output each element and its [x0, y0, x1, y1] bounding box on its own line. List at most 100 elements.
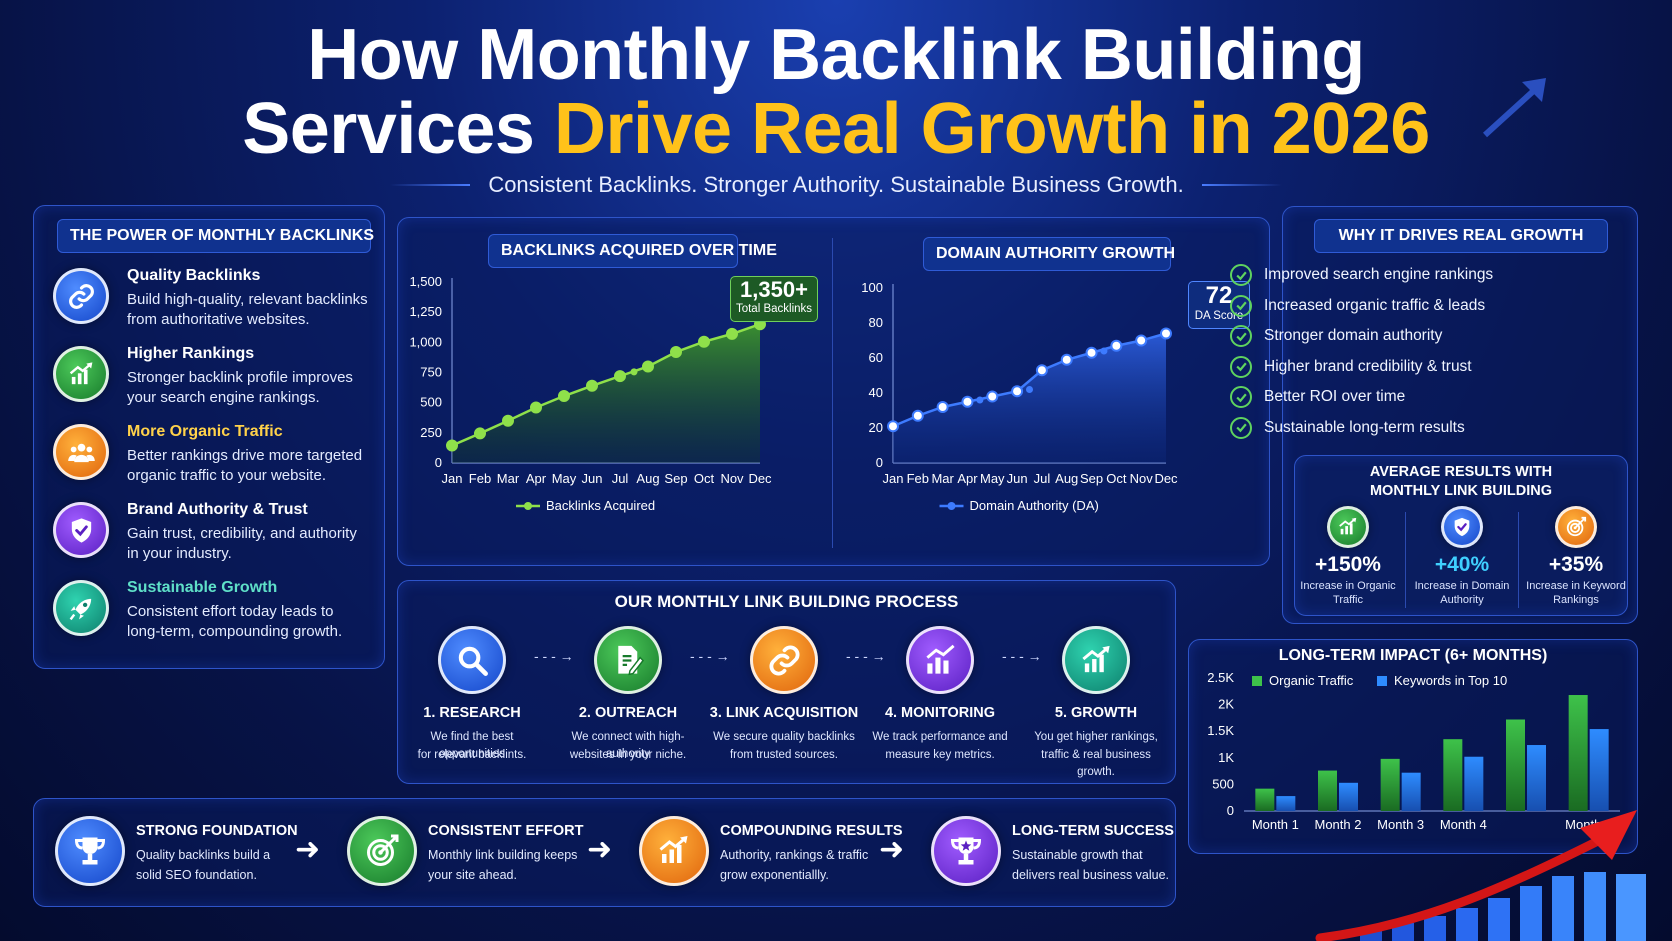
process-step-desc-2: websites in your niche.	[569, 749, 687, 761]
foundation-arrow: ➜	[879, 833, 905, 866]
legend-label: Domain Authority (DA)	[970, 498, 1099, 513]
series-area	[893, 333, 1166, 463]
process-step-title: 4. MONITORING	[884, 705, 996, 721]
da-score-value: 72	[1205, 282, 1233, 309]
foundation-desc-2: delivers real business value.	[1012, 868, 1170, 882]
data-point	[474, 427, 486, 440]
data-point	[887, 420, 899, 433]
trend-arrow-decoration	[1482, 78, 1546, 138]
y-tick-label: 250	[420, 425, 442, 440]
data-point	[502, 414, 514, 427]
foundation-desc-1: Sustainable growth that	[1012, 848, 1143, 862]
y-tick-label: 1,500	[409, 274, 442, 289]
x-tick-label: Oct	[1106, 471, 1127, 486]
data-point	[1060, 353, 1073, 366]
data-point	[530, 401, 542, 414]
foundation-title: COMPOUNDING RESULTS	[720, 823, 903, 839]
x-tick-label: Jun	[1007, 471, 1028, 486]
power-item-title: Brand Authority & Trust	[127, 501, 308, 518]
why-item: Improved search engine rankings	[1230, 264, 1493, 286]
x-tick-label: Sep	[664, 471, 687, 486]
why-item-text: Improved search engine rankings	[1264, 266, 1494, 283]
title-line-2: Services Drive Real Growth in 2026	[0, 92, 1672, 166]
document-edit-icon	[617, 645, 644, 675]
result-stat-label-2: Rankings	[1553, 594, 1599, 606]
bar-keywords-top10	[1527, 745, 1546, 811]
bar-organic-traffic	[1380, 758, 1400, 811]
bar-keywords-top10	[1339, 782, 1358, 811]
foundation-arrow: ➜	[295, 833, 321, 866]
why-item: Stronger domain authority	[1230, 325, 1442, 347]
legend-label: Keywords in Top 10	[1394, 673, 1507, 688]
y-tick-label: 100	[861, 280, 883, 295]
x-tick-label: Aug	[636, 471, 659, 486]
results-heading-line-2: MONTHLY LINK BUILDING	[1369, 483, 1553, 499]
subtitle: Consistent Backlinks. Stronger Authority…	[488, 172, 1184, 197]
x-tick-label: Apr	[526, 471, 547, 486]
process-arrow: - - - →	[690, 648, 730, 664]
chart-up-icon-badge	[53, 346, 109, 402]
why-item: Increased organic traffic & leads	[1230, 294, 1486, 317]
x-tick-label: Mar	[931, 471, 954, 486]
result-stat: +35% Increase in Keyword Rankings	[1523, 553, 1629, 607]
process-step-desc-1: We connect with high-authority	[571, 731, 685, 760]
foundation-arrow: ➜	[587, 833, 613, 866]
data-point-minor	[1026, 386, 1033, 393]
trophy-star-icon-badge	[931, 816, 1001, 886]
process-step-desc-2: for relevant backlints.	[417, 749, 527, 761]
legend-swatch	[1252, 676, 1262, 686]
bar-organic-traffic	[1255, 788, 1275, 811]
decor-bars	[1360, 872, 1646, 941]
y-tick-label: 750	[420, 365, 442, 380]
bar-organic-traffic	[1318, 770, 1337, 811]
x-tick-label: Month 1	[1252, 817, 1299, 832]
search-icon-badge	[438, 626, 506, 694]
x-tick-label: May	[552, 471, 577, 486]
shield-check-icon-badge	[53, 502, 109, 558]
data-point	[1085, 346, 1098, 359]
x-tick-label: May	[980, 471, 1005, 486]
data-point	[446, 439, 458, 452]
power-item-desc-1: Gain trust, credibility, and authority	[127, 525, 357, 542]
x-tick-label: Jul	[1034, 471, 1051, 486]
trophy-icon	[74, 837, 106, 865]
document-edit-icon-badge	[594, 626, 662, 694]
foundation-desc-1: Authority, rankings & traffic	[720, 848, 869, 862]
link-icon-badge	[750, 626, 818, 694]
process-step-title: 1. RESEARCH	[423, 705, 521, 721]
page-title: How Monthly Backlink Building Services D…	[0, 18, 1672, 166]
y-tick-label: 0	[435, 455, 442, 470]
bar-organic-traffic	[1443, 739, 1463, 811]
results-heading-line-1: AVERAGE RESULTS WITH	[1369, 464, 1553, 480]
x-tick-label: Aug	[1055, 471, 1078, 486]
y-tick-label: 60	[869, 350, 883, 365]
y-tick-label: 0	[1227, 803, 1234, 818]
x-tick-label: Nov	[1130, 471, 1154, 486]
bar-organic-traffic	[1506, 719, 1525, 811]
title-line-2-highlight: Drive Real Growth in 2026	[553, 89, 1430, 169]
legend-swatch	[1377, 676, 1387, 686]
bar-keywords-top10	[1276, 796, 1296, 811]
data-point-minor	[976, 396, 984, 404]
process-step-desc-2: from trusted sources.	[729, 749, 838, 761]
check-icon	[1230, 416, 1252, 439]
result-stat-value: +35%	[1548, 553, 1604, 576]
process-step-desc-2: measure key metrics.	[885, 749, 995, 761]
power-item-desc-2: from authoritative websites.	[127, 311, 310, 328]
y-tick-label: 1.5K	[1207, 723, 1234, 738]
why-heading: WHY IT DRIVES REAL GROWTH	[1314, 219, 1608, 253]
foundation-title: CONSISTENT EFFORT	[428, 823, 584, 839]
power-item-title: Higher Rankings	[127, 345, 255, 362]
chart-up-icon-badge	[1062, 626, 1130, 694]
foundation-desc-1: Monthly link building keeps	[428, 848, 578, 862]
y-tick-label: 20	[869, 420, 883, 435]
bar-keywords-top10	[1464, 756, 1484, 811]
why-item-text: Increased organic traffic & leads	[1264, 296, 1486, 314]
process-step-desc-2: traffic & real business growth.	[1041, 749, 1151, 778]
target-icon	[1566, 516, 1587, 537]
total-backlinks-value: 1,350+	[740, 277, 808, 302]
check-icon	[1230, 294, 1252, 317]
backlinks-line-chart: 0 250 500 750 1,000 1,250 1,500 Jan Feb Mar Apr May…	[409, 274, 772, 513]
results-divider-1	[1405, 512, 1406, 608]
result-stat-value: +40%	[1434, 553, 1490, 576]
